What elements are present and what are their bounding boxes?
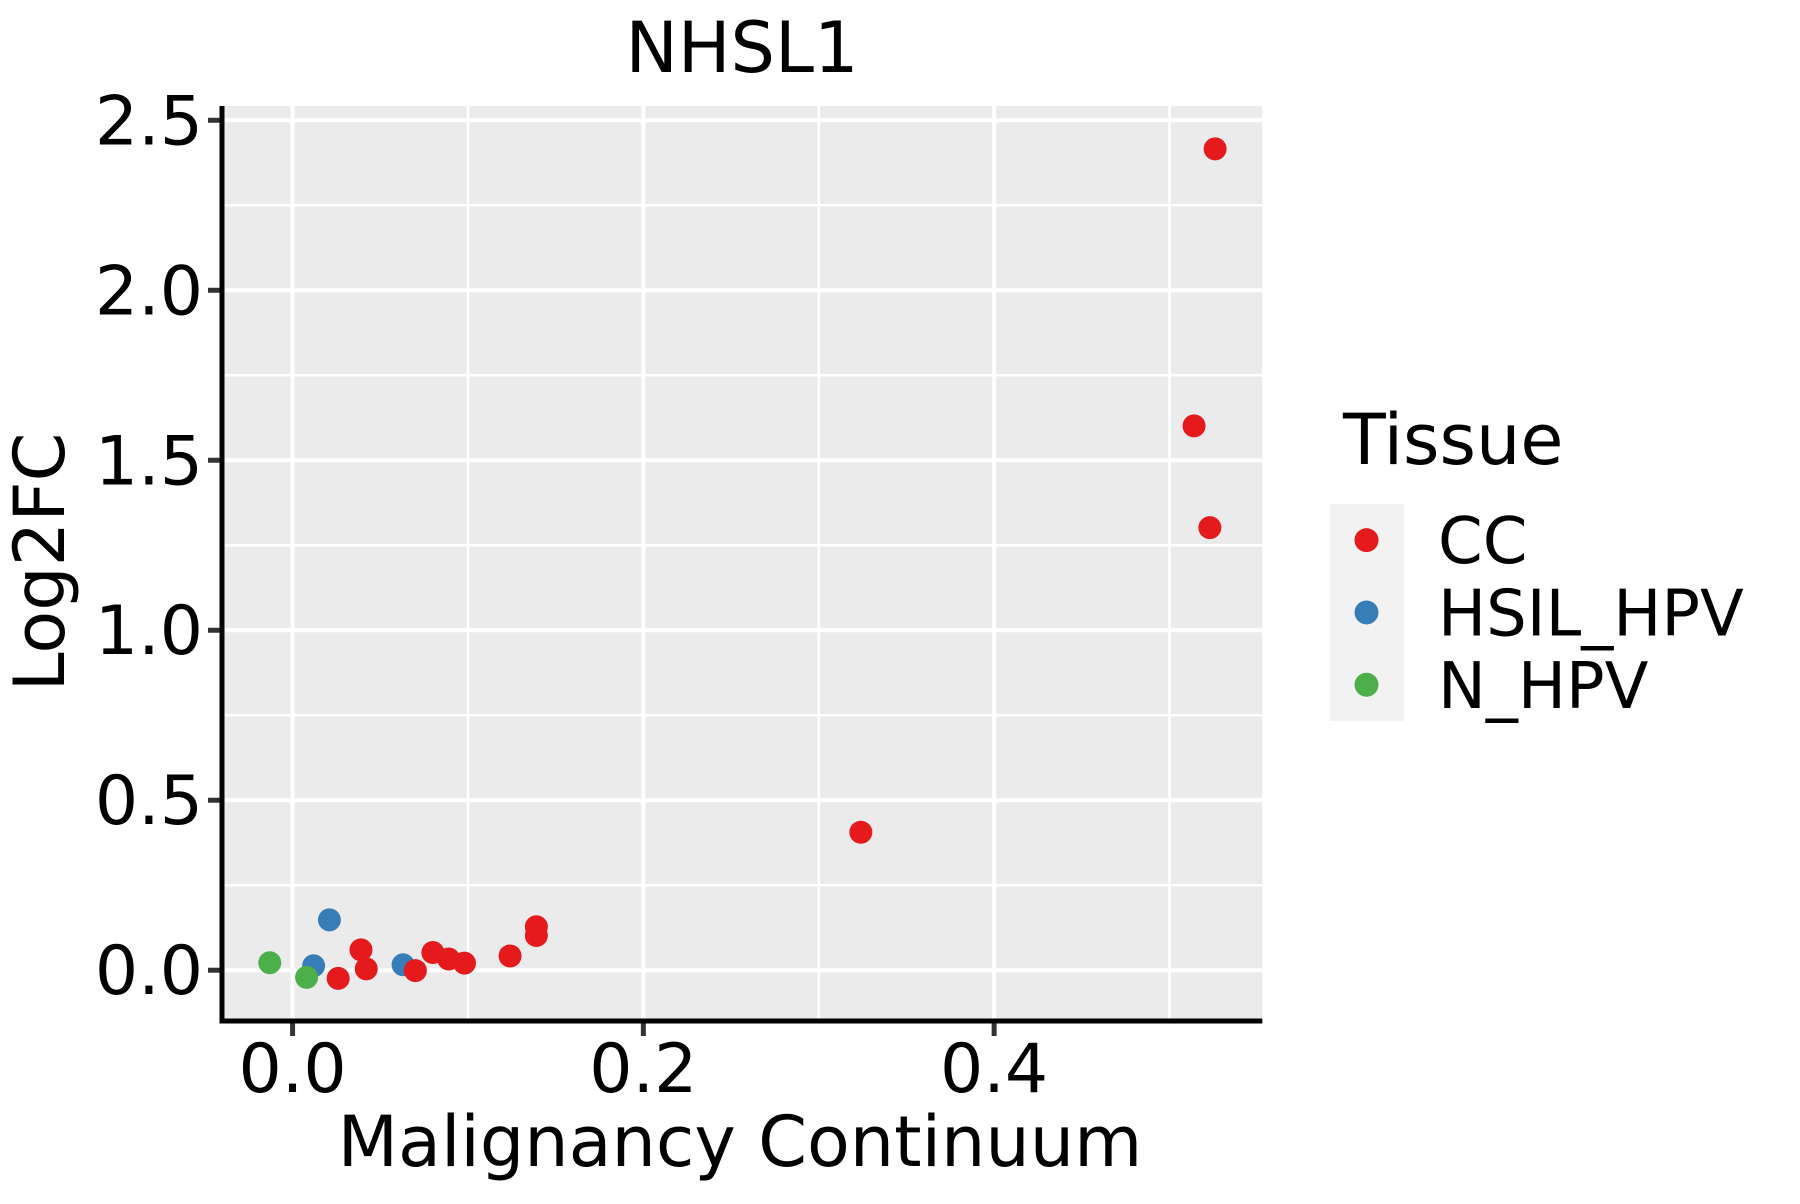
- y-tick-label: 2.0: [95, 252, 203, 331]
- x-axis-label: Malignancy Continuum: [338, 1101, 1143, 1183]
- data-point-CC: [1182, 414, 1206, 438]
- data-point-CC: [524, 924, 548, 948]
- data-point-CC: [849, 820, 873, 844]
- data-point-N_HPV: [258, 951, 282, 975]
- tick-marks: [208, 117, 997, 1036]
- y-tick-label: 2.5: [95, 82, 203, 161]
- legend-dot-N_HPV: [1354, 672, 1379, 697]
- legend-label: HSIL_HPV: [1438, 577, 1744, 651]
- legend-dot-HSIL_HPV: [1354, 600, 1379, 625]
- y-axis-label: Log2FC: [0, 433, 81, 692]
- data-point-CC: [354, 957, 378, 981]
- x-tick-label: 0.0: [238, 1030, 346, 1109]
- minor-gridlines: [224, 106, 1263, 1019]
- legend-title: Tissue: [1342, 399, 1563, 481]
- legend-label: N_HPV: [1438, 650, 1649, 724]
- x-tick-label: 0.2: [589, 1030, 697, 1109]
- data-points: [258, 137, 1227, 990]
- data-point-CC: [1198, 516, 1222, 540]
- legend-dot-CC: [1354, 528, 1379, 553]
- data-point-CC: [326, 966, 350, 990]
- y-tick-label: 1.5: [95, 422, 203, 501]
- data-point-CC: [1203, 137, 1227, 161]
- data-point-CC: [403, 959, 427, 983]
- y-tick-label: 0.5: [95, 762, 203, 841]
- data-point-CC: [452, 951, 476, 975]
- plot-panel: [224, 106, 1263, 1019]
- tick-labels: 0.0 0.2 0.4 0.0 0.5 1.0 1.5 2.0 2.5: [95, 82, 1048, 1109]
- y-tick-label: 0.0: [95, 932, 203, 1011]
- y-tick-label: 1.0: [95, 592, 203, 671]
- legend-label: CC: [1438, 505, 1527, 579]
- x-tick-label: 0.4: [940, 1030, 1048, 1109]
- chart-title: NHSL1: [626, 7, 859, 89]
- data-point-N_HPV: [295, 965, 319, 989]
- data-point-HSIL_HPV: [317, 908, 341, 932]
- data-point-CC: [498, 944, 522, 968]
- data-point-CC: [349, 938, 373, 962]
